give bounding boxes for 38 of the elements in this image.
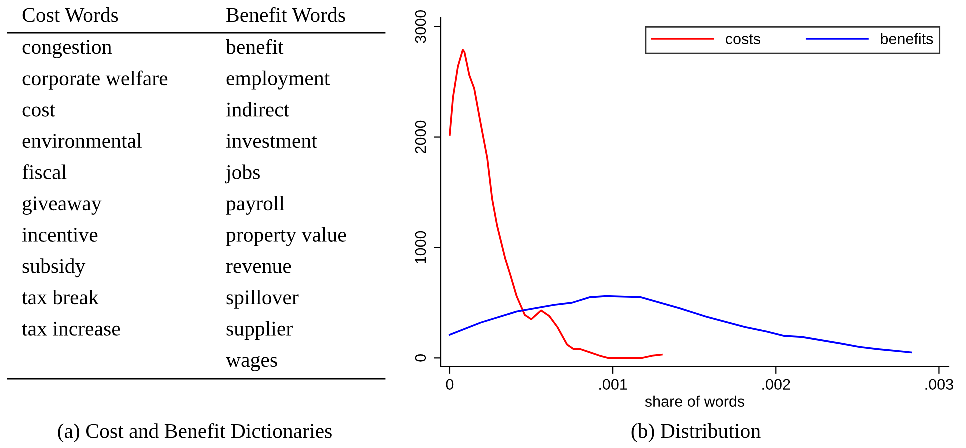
text: spillover (226, 290, 299, 309)
text: investment (226, 134, 318, 148)
x-tick-label: .003 (926, 379, 954, 390)
line-series (449, 295, 912, 354)
text: environmental (22, 133, 142, 148)
text: jobs (225, 164, 260, 184)
category-label: Benefit Words (226, 7, 346, 22)
text: (b) Distribution (632, 424, 761, 442)
x-tick-label: .001 (600, 379, 628, 390)
text: revenue (226, 263, 292, 274)
text: supplier (226, 321, 293, 340)
text: subsidy (22, 258, 86, 278)
text: giveaway (22, 196, 102, 215)
y-tick-label: 1000 (415, 231, 426, 264)
x-tick-label: 0 (446, 379, 454, 390)
legend-label: costs (726, 34, 760, 44)
line-series (449, 49, 663, 360)
text: incentive (22, 228, 98, 242)
text: tax break (22, 290, 99, 305)
text: congestion (22, 40, 112, 58)
y-tick-label: 3000 (415, 10, 426, 44)
x-tick-label: .002 (762, 379, 790, 390)
text: property value (226, 227, 346, 246)
text: payroll (226, 196, 285, 215)
text: corporate welfare (22, 70, 168, 90)
text: indirect (226, 102, 290, 117)
text: wages (226, 356, 278, 372)
legend-label: benefits (881, 33, 934, 44)
category-label: Cost Words (22, 8, 118, 22)
text: benefit (226, 39, 284, 54)
text: fiscal (22, 164, 67, 180)
text: cost (22, 104, 56, 117)
text: tax increase (22, 322, 120, 336)
x-axis-title: share of words (645, 396, 745, 408)
text: (a) Cost and Benefit Dictionaries (58, 423, 332, 443)
text: employment (226, 70, 330, 90)
y-tick-label: 2000 (415, 120, 426, 154)
y-tick-label: 0 (415, 354, 426, 362)
